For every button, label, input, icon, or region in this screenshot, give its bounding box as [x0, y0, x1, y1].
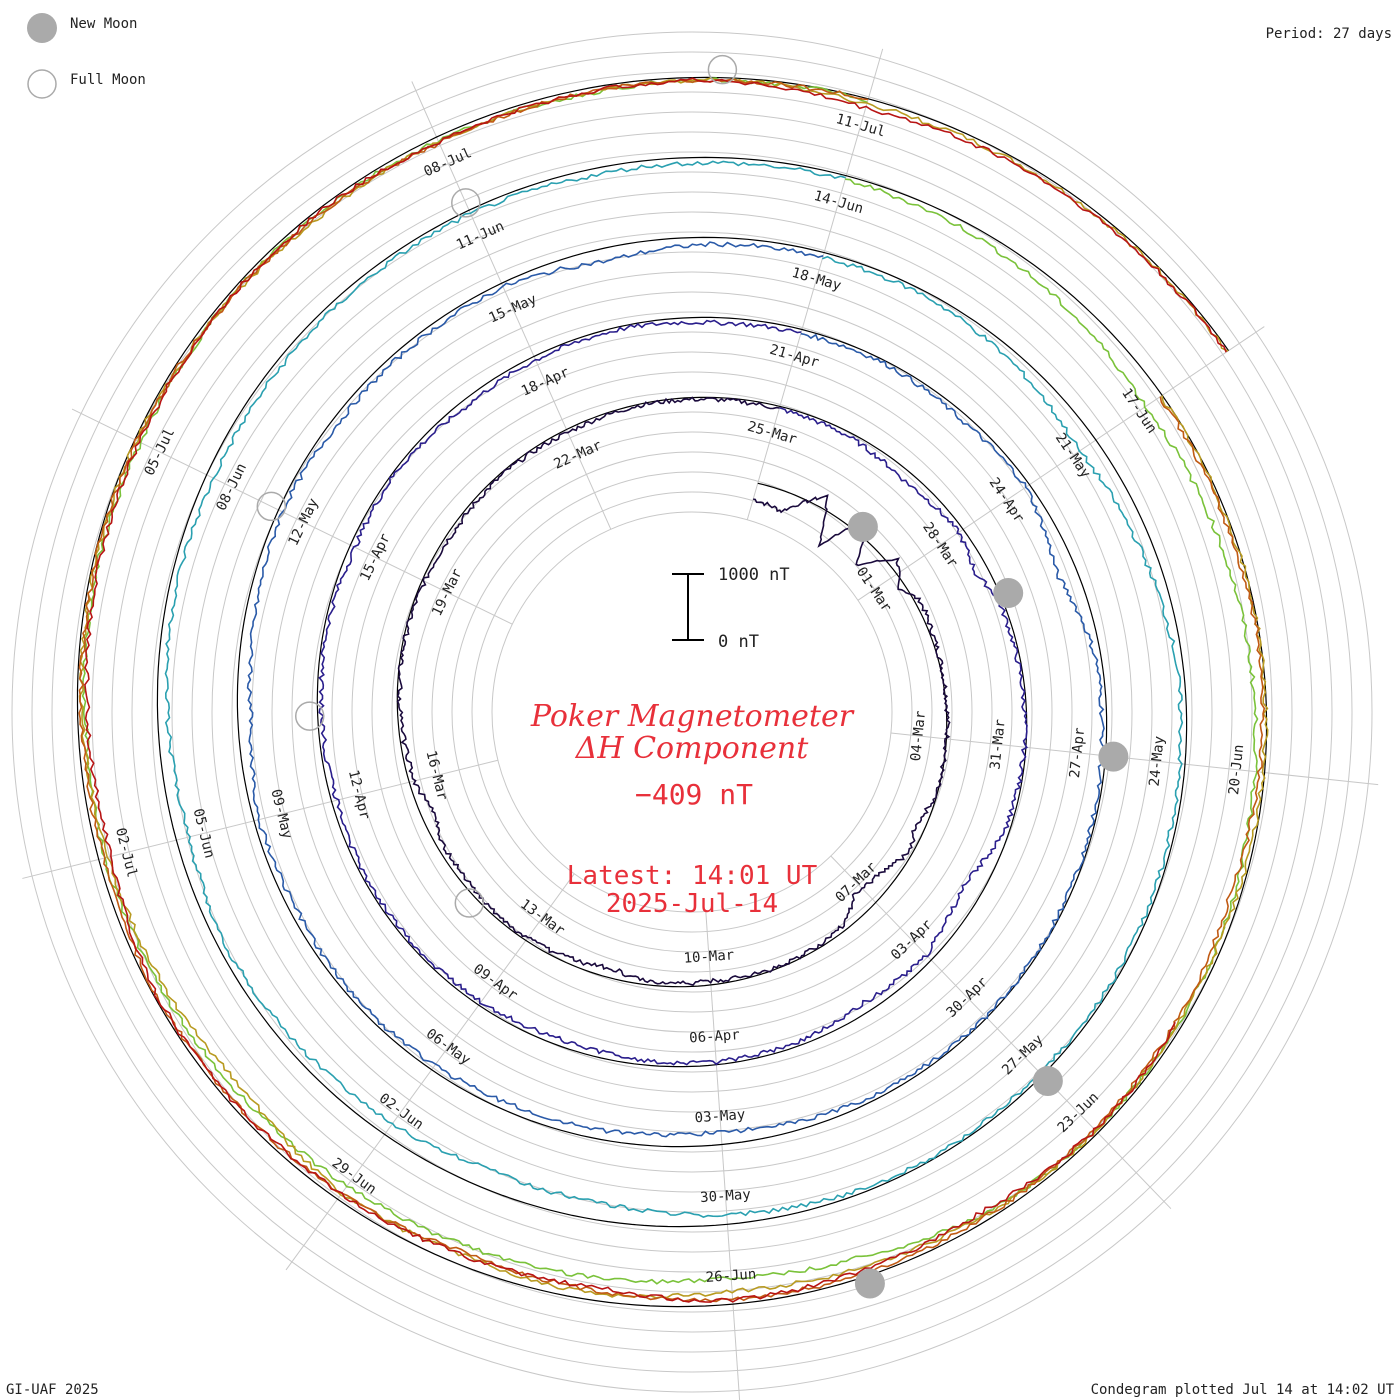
date-label: 04-Mar: [908, 710, 929, 762]
date-label: 13-Mar: [517, 896, 567, 939]
series-trace-cycle-1: [396, 396, 951, 986]
grid-ring: [371, 391, 1013, 1033]
grid-spoke: [746, 48, 884, 520]
date-label: 15-Apr: [357, 531, 394, 583]
grid-ring: [231, 251, 1153, 1173]
date-label: 01-Mar: [853, 564, 895, 615]
series-trace-cycle-7: [78, 78, 1266, 1303]
grid-spoke: [705, 911, 741, 1400]
date-label: 26-Jun: [705, 1266, 757, 1285]
grid-spoke: [830, 855, 1172, 1210]
date-label: 28-Mar: [919, 520, 961, 571]
grid-ring: [31, 51, 1353, 1373]
series-trace-cycle-5: [81, 77, 1259, 1285]
series-trace-cycle-8: [84, 77, 1227, 1303]
series-trace-cycle-4: [164, 160, 1184, 1218]
full-moon-marker: [707, 54, 738, 85]
grid-ring: [51, 71, 1333, 1353]
date-label: 21-May: [1052, 430, 1094, 481]
grid-ring: [131, 151, 1253, 1273]
scale-bar: [672, 573, 704, 641]
grid-ring: [91, 111, 1293, 1313]
date-label: 05-Jun: [190, 807, 218, 860]
grid-spoke: [890, 732, 1379, 786]
grid-ring: [171, 191, 1213, 1233]
latest-time: Latest: 14:01 UT: [567, 861, 818, 891]
new-moon-legend-label: New Moon: [70, 16, 137, 32]
full-moon-legend-icon: [27, 69, 57, 99]
date-label: 10-Mar: [683, 947, 735, 966]
grid-ring: [451, 471, 933, 953]
grid-spoke: [285, 873, 575, 1271]
grid-spoke: [71, 408, 513, 625]
grid-ring: [71, 91, 1313, 1333]
grid-ring: [431, 451, 953, 973]
grid-spokes: [22, 48, 1379, 1400]
series-layer: [78, 77, 1269, 1303]
date-label: 24-May: [1147, 735, 1168, 787]
grid-ring: [411, 431, 973, 993]
date-label: 09-May: [267, 788, 295, 841]
date-label: 03-May: [694, 1107, 746, 1126]
grid-ring: [271, 291, 1113, 1133]
new-moon-marker: [854, 1268, 885, 1299]
series-trace-cycle-3: [246, 241, 1106, 1138]
grid-spoke: [22, 759, 499, 879]
grid-ring: [151, 171, 1233, 1253]
grid-ring: [491, 511, 893, 913]
full-moon-marker: [451, 188, 481, 218]
grid-spoke: [857, 326, 1265, 601]
scale-top-label: 1000 nT: [718, 565, 790, 585]
date-label: 12-Apr: [345, 768, 373, 821]
new-moon-marker: [1098, 741, 1129, 772]
grid-ring: [211, 231, 1173, 1193]
grid-ring: [111, 131, 1273, 1293]
baseline-spiral: [76, 76, 1268, 1308]
plotted-label: Condegram plotted Jul 14 at 14:02 UT: [1091, 1382, 1395, 1398]
date-label: 02-Jul: [112, 826, 140, 879]
date-label: 30-May: [700, 1187, 752, 1206]
grid-ring: [291, 311, 1093, 1113]
grid-rings: [11, 31, 1373, 1393]
baseline-path: [76, 76, 1268, 1308]
date-label: 02-Jun: [376, 1090, 426, 1133]
grid-ring: [311, 331, 1073, 1093]
series-trace-cycle-2: [318, 319, 1028, 1066]
new-moon-marker: [847, 511, 878, 542]
latest-date: 2025-Jul-14: [606, 889, 778, 919]
full-moon-marker: [256, 491, 287, 522]
grid-ring: [351, 371, 1033, 1053]
credit-label: GI-UAF 2025: [6, 1382, 99, 1398]
date-label: 06-Apr: [689, 1027, 741, 1046]
new-moon-marker: [993, 577, 1024, 608]
date-label: 20-Jun: [1226, 744, 1247, 796]
full-moon-marker: [454, 888, 485, 918]
grid-ring: [471, 491, 913, 933]
new-moon-legend-icon: [27, 13, 57, 43]
full-moon-marker: [294, 701, 325, 731]
date-label: 31-Mar: [988, 718, 1009, 770]
series-trace-cycle-6: [78, 77, 1269, 1299]
chart-subtitle: ΔH Component: [575, 731, 809, 766]
date-label: 09-Apr: [470, 961, 520, 1004]
grid-ring: [11, 31, 1373, 1393]
full-moon-legend-label: Full Moon: [70, 72, 146, 88]
grid-ring: [391, 411, 993, 1013]
new-moon-marker: [1032, 1066, 1063, 1097]
date-label: 19-Mar: [429, 566, 466, 618]
moon-markers: [256, 54, 1129, 1299]
period-label: Period: 27 days: [1266, 26, 1392, 42]
grid-ring: [331, 351, 1053, 1073]
grid-spoke: [411, 81, 612, 530]
current-value: −409 nT: [635, 778, 753, 811]
chart-title: Poker Magnetometer: [530, 699, 855, 734]
scale-bottom-label: 0 nT: [718, 632, 759, 652]
grid-ring: [191, 211, 1193, 1213]
date-label: 17-Jun: [1118, 386, 1160, 437]
date-label: 12-May: [285, 496, 322, 548]
date-label: 16-Mar: [423, 749, 451, 802]
date-label: 27-Apr: [1067, 727, 1088, 779]
